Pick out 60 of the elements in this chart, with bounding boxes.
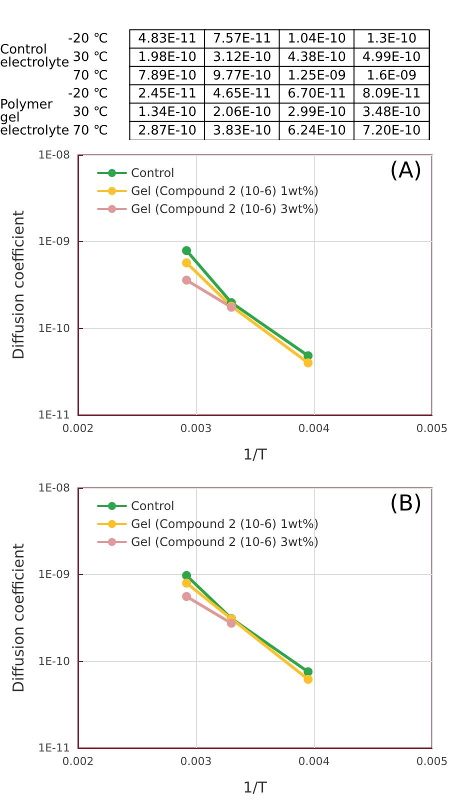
y-tick-label: 1E-11: [38, 742, 70, 754]
text: 6.70E-11: [288, 86, 346, 102]
x-tick-label: 0.003: [180, 422, 212, 435]
text: Control electrolyte: [0, 42, 70, 70]
x-axis-title: 1/T: [243, 446, 268, 464]
text: 3.12E-10: [212, 50, 272, 65]
y-axis-title: Diffusion coefficient: [10, 210, 28, 360]
text: 1.34E-10: [138, 105, 197, 120]
x-tick-label: 0.005: [416, 422, 448, 435]
legend-label: Gel (Compound 2 (10-6) 3wt%): [131, 202, 319, 216]
category-label: 70 ℃: [72, 68, 108, 84]
legend-label: Gel (Compound 2 (10-6) 3wt%): [131, 535, 319, 549]
text: 1.25E-09: [288, 68, 346, 84]
text: 2.06E-10: [212, 105, 272, 120]
text: 2.87E-10: [138, 123, 197, 138]
category-label: 70 ℃: [72, 123, 108, 138]
x-tick-label: 0.005: [416, 755, 448, 768]
y-tick-label: 1E-08: [38, 482, 70, 494]
x-tick-label: 0.002: [62, 422, 94, 435]
y-axis-title: Diffusion coefficient: [10, 543, 28, 693]
text: 6.24E-10: [288, 123, 346, 138]
text: 3.48E-10: [362, 105, 421, 120]
text: 9.77E-10: [212, 68, 272, 84]
text: 2.45E-11: [138, 86, 197, 102]
text: 1.98E-10: [138, 50, 197, 65]
text: 8.09E-11: [362, 86, 421, 102]
text: 7.20E-10: [362, 123, 421, 138]
text: 1.04E-10: [288, 32, 346, 47]
text: 4.38E-10: [288, 50, 346, 65]
annotation: (B): [390, 492, 422, 516]
y-tick-label: 1E-11: [38, 408, 70, 422]
legend-label: Control: [131, 499, 174, 513]
y-tick-label: 1E-09: [38, 568, 70, 582]
x-tick-label: 0.004: [298, 422, 330, 435]
text: 4.83E-11: [138, 32, 197, 47]
text: 4.65E-11: [212, 86, 272, 102]
annotation: (A): [390, 158, 422, 184]
text: 1.3E-10: [366, 32, 417, 47]
x-axis-title: 1/T: [243, 778, 268, 796]
text: 2.99E-10: [288, 105, 346, 120]
y-tick-label: 1E-10: [38, 654, 70, 668]
category-label: -20 ℃: [68, 86, 108, 102]
text: 1.6E-09: [366, 68, 417, 84]
x-tick-label: 0.004: [298, 755, 330, 768]
text: 7.57E-11: [212, 32, 272, 47]
legend-label: Gel (Compound 2 (10-6) 1wt%): [131, 517, 319, 531]
y-tick-label: 1E-08: [38, 148, 70, 162]
text: 4.99E-10: [362, 50, 421, 65]
y-tick-label: 1E-10: [38, 322, 70, 335]
y-tick-label: 1E-09: [38, 235, 70, 248]
x-tick-label: 0.003: [180, 755, 212, 768]
category-label: 30 ℃: [72, 105, 108, 120]
category-label: 30 ℃: [72, 50, 108, 65]
text: Polymer gel electrolyte: [0, 98, 70, 138]
text: 7.89E-10: [138, 68, 197, 84]
legend-label: Control: [131, 166, 174, 180]
legend-label: Gel (Compound 2 (10-6) 1wt%): [131, 184, 319, 198]
x-tick-label: 0.002: [62, 755, 94, 768]
category-label: -20 ℃: [68, 32, 108, 47]
text: 3.83E-10: [212, 123, 272, 138]
